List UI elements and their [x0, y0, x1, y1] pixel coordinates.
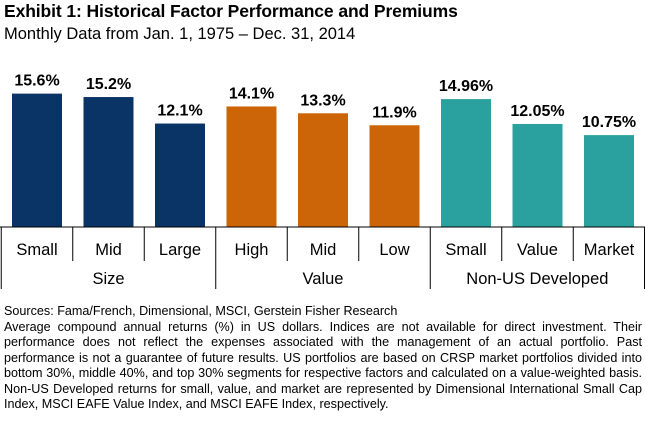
category-label-5: Mid: [310, 241, 337, 259]
chart-title: Exhibit 1: Historical Factor Performance…: [4, 1, 458, 21]
data-label-6: 11.9%: [372, 104, 416, 121]
bar-3: [155, 123, 205, 227]
data-label-1: 15.6%: [14, 73, 59, 90]
bar-5: [298, 113, 348, 227]
data-label-5: 13.3%: [300, 92, 345, 109]
sources-note: Sources: Fama/French, Dimensional, MSCI,…: [4, 304, 398, 318]
category-label-6: Low: [379, 241, 409, 259]
data-label-7: 14.96%: [439, 78, 493, 95]
bar-2: [83, 97, 134, 227]
group-label-3: Non-US Developed: [466, 270, 608, 288]
category-label-3: Large: [159, 241, 201, 259]
bar-8: [512, 123, 563, 227]
category-label-4: High: [235, 241, 269, 259]
bar-1: [12, 93, 62, 227]
group-label-2: Value: [303, 270, 344, 288]
data-label-3: 12.1%: [157, 103, 202, 120]
category-label-2: Mid: [95, 241, 122, 259]
chart-subtitle: Monthly Data from Jan. 1, 1975 – Dec. 31…: [4, 25, 356, 43]
data-label-4: 14.1%: [229, 85, 274, 102]
bar-4: [226, 106, 277, 227]
category-label-7: Small: [445, 241, 486, 259]
bar-7: [441, 99, 491, 227]
category-label-9: Market: [584, 241, 635, 259]
category-label-1: Small: [16, 241, 57, 259]
footnotes: Sources: Fama/French, Dimensional, MSCI,…: [4, 304, 642, 413]
data-label-9: 10.75%: [582, 114, 636, 131]
category-label-8: Value: [517, 241, 558, 259]
methodology-note: Average compound annual returns (%) in U…: [4, 319, 642, 412]
bar-chart: 15.6% Small 15.2% Mid 12.1% Large 14.1% High 13.…: [0, 73, 645, 289]
bar-6: [369, 125, 420, 227]
bar-9: [584, 135, 634, 227]
data-label-2: 15.2%: [86, 76, 131, 93]
data-label-8: 12.05%: [510, 103, 564, 120]
group-label-1: Size: [92, 270, 124, 288]
